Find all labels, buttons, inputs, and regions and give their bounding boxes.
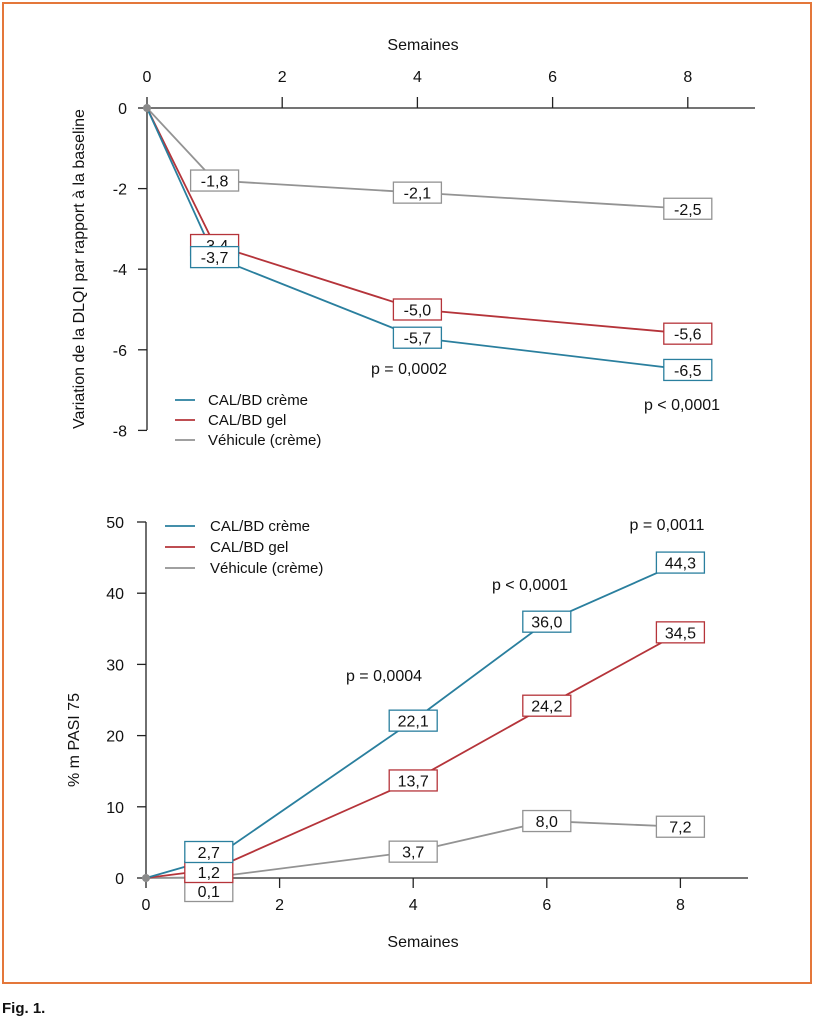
dlqi-legend-label: CAL/BD gel (208, 412, 286, 429)
dlqi-x-tick-label: 2 (278, 69, 287, 86)
dlqi-origin-point (143, 104, 151, 112)
pasi-data-label-box (388, 709, 438, 732)
pasi-pvalue-week8: p = 0,0011 (630, 517, 705, 534)
pasi-data-label: 44,3 (665, 556, 696, 573)
dlqi-x-tick-label: 6 (548, 69, 557, 86)
pasi-data-label-box (522, 809, 572, 833)
pasi-data-label: 34,5 (665, 625, 696, 642)
dlqi-x-tick-label: 0 (143, 69, 152, 86)
pasi-data-label: 22,1 (398, 714, 429, 731)
pasi-data-label: 36,0 (531, 615, 562, 632)
pasi-y-tick-label: 10 (106, 800, 124, 817)
dlqi-data-label: -5,6 (674, 327, 702, 344)
dlqi-y-tick-label: -2 (113, 182, 127, 199)
pasi-data-label: 2,7 (198, 845, 220, 862)
dlqi-series-line (146, 107, 688, 335)
pasi-data-label: 7,2 (669, 820, 691, 837)
dlqi-x-axis-title: Semaines (387, 37, 458, 54)
dlqi-data-label: -5,0 (404, 303, 432, 320)
pasi-x-tick-label: 8 (676, 897, 685, 914)
dlqi-data-label: -2,5 (674, 202, 702, 219)
pasi-data-label: 0,1 (198, 884, 220, 901)
dlqi-y-tick-label: -6 (113, 343, 127, 360)
pasi-data-label: 3,7 (402, 845, 424, 862)
dlqi-data-label: -1,8 (201, 174, 229, 191)
pasi-data-label-box (655, 815, 706, 838)
pasi-data-label-box (522, 610, 572, 633)
pasi-x-axis-title: Semaines (387, 934, 458, 951)
pasi-data-label: 24,2 (531, 699, 562, 716)
pasi-y-tick-label: 30 (106, 657, 124, 674)
pasi-data-label: 13,7 (398, 773, 429, 790)
pasi-y-tick-label: 0 (115, 871, 124, 888)
dlqi-data-label: -2,1 (404, 186, 432, 203)
pasi-x-tick-label: 6 (542, 897, 551, 914)
pasi-data-label-box (388, 840, 438, 863)
pasi-x-tick-label: 0 (142, 897, 151, 914)
dlqi-y-tick-label: -8 (113, 423, 127, 440)
dlqi-data-label-box (663, 358, 713, 382)
pasi-chart: Semaines % m PASI 75 p = 0,0004 p < 0,00… (66, 515, 748, 951)
dlqi-data-label-box (189, 169, 240, 192)
dlqi-data-label-box (663, 322, 713, 345)
dlqi-y-axis-title: Variation de la DLQI par rapport à la ba… (71, 109, 88, 429)
pasi-legend-label: Véhicule (crème) (210, 560, 323, 577)
pasi-data-label: 8,0 (536, 814, 558, 831)
pasi-x-tick-label: 4 (409, 897, 418, 914)
pasi-y-axis-title: % m PASI 75 (66, 693, 83, 787)
pasi-legend-label: CAL/BD crème (210, 518, 310, 535)
pasi-data-label-box (522, 694, 572, 717)
dlqi-data-label-box (392, 326, 443, 349)
dlqi-chart: Semaines Variation de la DLQI par rappor… (71, 37, 755, 449)
dlqi-legend-label: Véhicule (crème) (208, 432, 321, 449)
pasi-data-label-box (388, 769, 438, 792)
pasi-data-label-box (655, 621, 706, 644)
dlqi-data-label: -6,5 (674, 363, 702, 380)
dlqi-data-label: -3,7 (201, 250, 229, 267)
dlqi-data-label-box (392, 181, 443, 204)
dlqi-legend-label: CAL/BD crème (208, 392, 308, 409)
pasi-x-tick-label: 2 (275, 897, 284, 914)
dlqi-y-tick-label: -4 (113, 262, 127, 279)
pasi-data-label-box (184, 840, 234, 864)
pasi-data-label: 1,2 (198, 865, 220, 882)
dlqi-x-tick-label: 8 (683, 69, 692, 86)
dlqi-data-label: -5,7 (404, 331, 432, 348)
dlqi-data-label-box (189, 245, 240, 269)
dlqi-pvalue-week8: p < 0,0001 (644, 397, 720, 414)
pasi-pvalue-week4: p = 0,0004 (346, 668, 422, 685)
pasi-pvalue-week6: p < 0,0001 (492, 577, 568, 594)
pasi-origin-point (142, 874, 150, 882)
pasi-y-tick-label: 40 (106, 586, 124, 603)
pasi-data-label-box (655, 551, 706, 574)
pasi-legend-label: CAL/BD gel (210, 539, 288, 556)
dlqi-x-tick-label: 4 (413, 69, 422, 86)
figure-frame (2, 2, 812, 984)
dlqi-y-tick-label: 0 (118, 101, 127, 118)
figure-caption: Fig. 1. (2, 1000, 46, 1017)
dlqi-data-label-box (663, 197, 713, 220)
dlqi-pvalue-week4: p = 0,0002 (371, 361, 447, 378)
dlqi-series-line (146, 107, 688, 371)
pasi-y-tick-label: 20 (106, 729, 124, 746)
dlqi-series-line (146, 107, 688, 210)
dlqi-data-label-box (392, 298, 443, 321)
pasi-y-tick-label: 50 (106, 515, 124, 532)
